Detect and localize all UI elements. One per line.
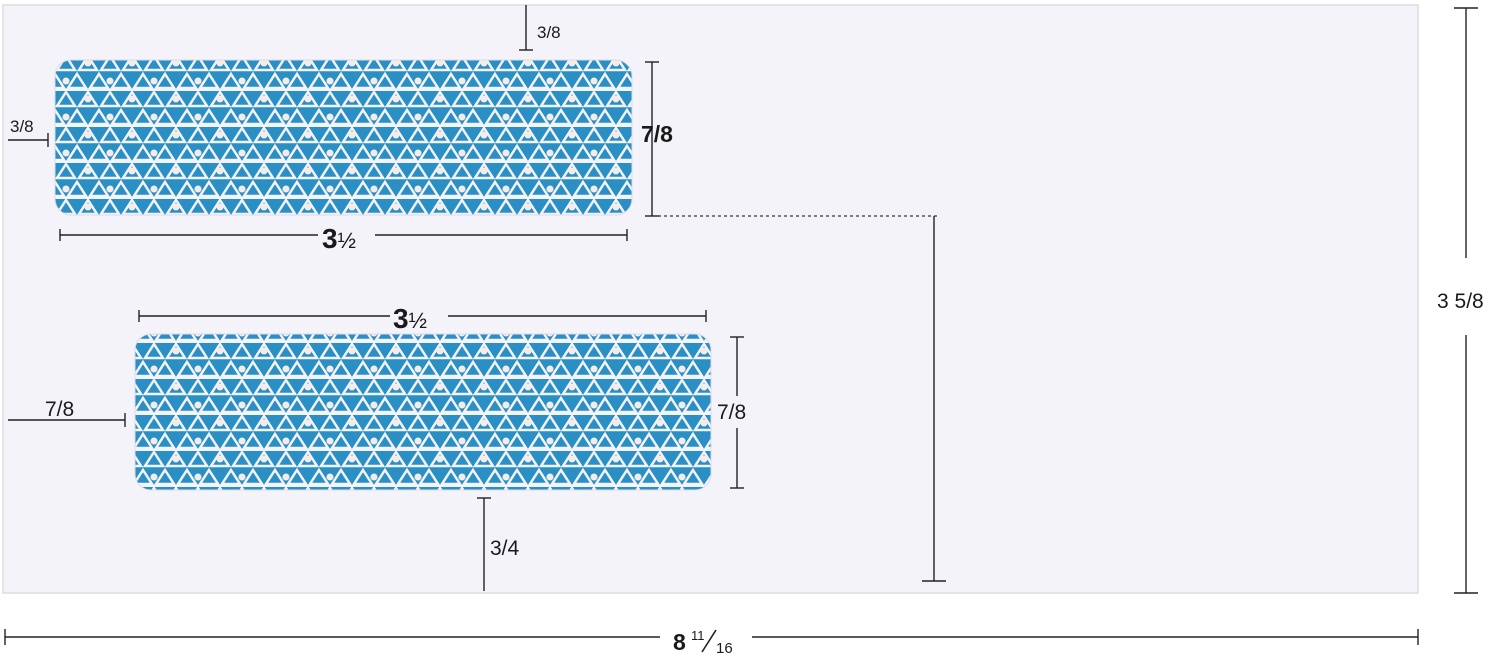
envelope-height-dimension: 3 5/8 bbox=[1437, 7, 1484, 594]
envelope-width-numerator: 11 bbox=[691, 628, 705, 643]
svg-text:3½: 3½ bbox=[322, 223, 356, 254]
top-window bbox=[54, 59, 633, 216]
bottom-window-width-frac: ½ bbox=[409, 308, 427, 333]
top-margin-label: 3/8 bbox=[537, 23, 561, 42]
top-window-left-margin-dimension: 3/8 bbox=[8, 117, 49, 147]
bottom-window bbox=[134, 333, 712, 491]
envelope-height-label: 3 5/8 bbox=[1437, 290, 1484, 313]
svg-text:3½: 3½ bbox=[393, 303, 427, 334]
top-window-width-whole: 3 bbox=[322, 223, 338, 254]
bottom-window-left-margin-dimension: 7/8 bbox=[8, 398, 126, 427]
address-area-reference bbox=[658, 215, 946, 582]
bottom-window-height-dimension: 7/8 bbox=[717, 336, 746, 489]
bottom-margin-dimension: 3/4 bbox=[477, 497, 520, 591]
bottom-window-left-margin-label: 7/8 bbox=[45, 398, 74, 421]
envelope-width-denominator: 16 bbox=[716, 640, 733, 657]
top-window-height-dimension: 7/8 bbox=[641, 61, 673, 217]
bottom-margin-label: 3/4 bbox=[490, 537, 520, 560]
bottom-window-width-whole: 3 bbox=[393, 303, 409, 334]
top-margin-dimension: 3/8 bbox=[519, 5, 561, 51]
envelope-width-dimension: 8 11 16 bbox=[4, 628, 1419, 657]
envelope-width-whole: 8 bbox=[673, 629, 686, 655]
top-window-width-frac: ½ bbox=[338, 228, 356, 253]
bottom-window-height-label: 7/8 bbox=[717, 401, 746, 424]
top-window-left-margin-label: 3/8 bbox=[10, 117, 34, 136]
top-window-width-dimension: 3½ bbox=[59, 223, 628, 254]
top-window-height-label: 7/8 bbox=[641, 121, 673, 147]
bottom-window-width-dimension: 3½ bbox=[138, 303, 707, 334]
